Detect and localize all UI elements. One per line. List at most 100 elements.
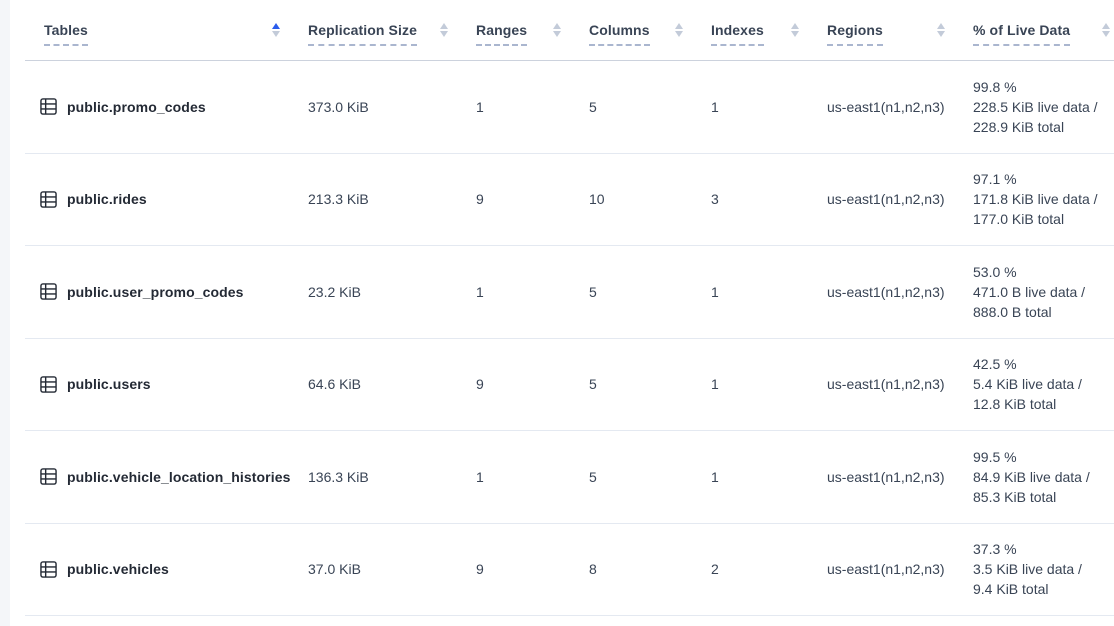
columns-cell: 5 [589,468,597,485]
column-header-label: Tables [44,22,88,46]
table-row: public.rides 213.3 KiB 9 10 3 us-east1(n… [25,154,1114,246]
columns-cell: 5 [589,98,597,115]
live-percent: 42.5 % [973,356,1017,373]
live-percent: 99.8 % [973,78,1017,95]
table-icon [40,375,57,393]
table-header-row: Tables Replication Size Ranges Columns I… [25,0,1114,61]
replication-size-cell: 373.0 KiB [308,98,369,115]
columns-cell: 5 [589,283,597,300]
table-row: public.user_promo_codes 23.2 KiB 1 5 1 u… [25,246,1114,339]
indexes-cell: 3 [711,191,719,208]
live-data-line: 171.8 KiB live data / [973,191,1098,208]
replication-size-cell: 213.3 KiB [308,191,369,208]
column-header-label: Indexes [711,22,764,46]
table-name-cell: public.promo_codes [25,98,308,116]
sort-icon [675,23,683,37]
replication-size-cell: 136.3 KiB [308,468,369,485]
total-data-line: 228.9 KiB total [973,118,1065,135]
table-name-link[interactable]: public.vehicle_location_histories [67,468,291,485]
table-icon [40,283,57,301]
table-row: public.vehicles 37.0 KiB 9 8 2 us-east1(… [25,524,1114,616]
regions-cell: us-east1(n1,n2,n3) [827,98,945,115]
table-name-link[interactable]: public.vehicles [67,561,169,578]
sort-icon [272,23,280,37]
live-data-line: 5.4 KiB live data / [973,376,1082,393]
regions-cell: us-east1(n1,n2,n3) [827,191,945,208]
sort-icon [553,23,561,37]
table-name-cell: public.user_promo_codes [25,283,308,301]
table-name-link[interactable]: public.users [67,376,151,393]
column-header-label: % of Live Data [973,22,1071,46]
live-data-cell: 42.5 % 5.4 KiB live data / 12.8 KiB tota… [973,354,1114,414]
table-row: public.promo_codes 373.0 KiB 1 5 1 us-ea… [25,61,1114,154]
live-data-line: 3.5 KiB live data / [973,561,1082,578]
table-name-link[interactable]: public.rides [67,191,147,208]
live-data-cell: 99.5 % 84.9 KiB live data / 85.3 KiB tot… [973,447,1114,507]
ranges-cell: 1 [476,468,484,485]
total-data-line: 9.4 KiB total [973,581,1049,598]
regions-cell: us-east1(n1,n2,n3) [827,376,945,393]
sort-icon [791,23,799,37]
ranges-cell: 9 [476,561,484,578]
live-percent: 53.0 % [973,263,1017,280]
live-data-cell: 99.8 % 228.5 KiB live data / 228.9 KiB t… [973,77,1114,137]
sort-icon [440,23,448,37]
table-icon [40,190,57,208]
table-name-link[interactable]: public.promo_codes [67,98,206,115]
sort-icon [1102,23,1110,37]
column-header-regions[interactable]: Regions [827,0,973,60]
column-header-label: Replication Size [308,22,417,46]
live-data-cell: 37.3 % 3.5 KiB live data / 9.4 KiB total [973,539,1114,599]
live-percent: 99.5 % [973,448,1017,465]
tables-table: Tables Replication Size Ranges Columns I… [25,0,1114,616]
replication-size-cell: 64.6 KiB [308,376,361,393]
indexes-cell: 2 [711,561,719,578]
ranges-cell: 9 [476,376,484,393]
ranges-cell: 1 [476,283,484,300]
ranges-cell: 1 [476,98,484,115]
table-name-cell: public.vehicle_location_histories [25,468,308,486]
table-name-cell: public.rides [25,190,308,208]
ranges-cell: 9 [476,191,484,208]
table-name-cell: public.users [25,375,308,393]
total-data-line: 12.8 KiB total [973,396,1057,413]
tables-list-panel: Tables Replication Size Ranges Columns I… [10,0,1114,626]
live-data-line: 228.5 KiB live data / [973,98,1098,115]
column-header-label: Columns [589,22,650,46]
columns-cell: 5 [589,376,597,393]
total-data-line: 85.3 KiB total [973,488,1057,505]
live-percent: 37.3 % [973,541,1017,558]
column-header-tables[interactable]: Tables [25,0,308,60]
column-header-live-data[interactable]: % of Live Data [973,0,1114,60]
column-header-columns[interactable]: Columns [589,0,711,60]
live-data-line: 471.0 B live data / [973,283,1086,300]
table-name-cell: public.vehicles [25,560,308,578]
regions-cell: us-east1(n1,n2,n3) [827,468,945,485]
columns-cell: 8 [589,561,597,578]
total-data-line: 177.0 KiB total [973,211,1065,228]
column-header-indexes[interactable]: Indexes [711,0,827,60]
columns-cell: 10 [589,191,605,208]
table-icon [40,468,57,486]
table-row: public.users 64.6 KiB 9 5 1 us-east1(n1,… [25,339,1114,431]
live-data-cell: 97.1 % 171.8 KiB live data / 177.0 KiB t… [973,169,1114,229]
table-row: public.vehicle_location_histories 136.3 … [25,431,1114,524]
replication-size-cell: 37.0 KiB [308,561,361,578]
table-icon [40,98,57,116]
column-header-label: Ranges [476,22,528,46]
live-data-cell: 53.0 % 471.0 B live data / 888.0 B total [973,262,1114,322]
indexes-cell: 1 [711,376,719,393]
column-header-replication-size[interactable]: Replication Size [308,0,476,60]
table-name-link[interactable]: public.user_promo_codes [67,283,244,300]
indexes-cell: 1 [711,98,719,115]
live-percent: 97.1 % [973,171,1017,188]
regions-cell: us-east1(n1,n2,n3) [827,283,945,300]
indexes-cell: 1 [711,283,719,300]
column-header-ranges[interactable]: Ranges [476,0,589,60]
column-header-label: Regions [827,22,883,46]
regions-cell: us-east1(n1,n2,n3) [827,561,945,578]
total-data-line: 888.0 B total [973,303,1052,320]
replication-size-cell: 23.2 KiB [308,283,361,300]
live-data-line: 84.9 KiB live data / [973,468,1090,485]
table-icon [40,560,57,578]
